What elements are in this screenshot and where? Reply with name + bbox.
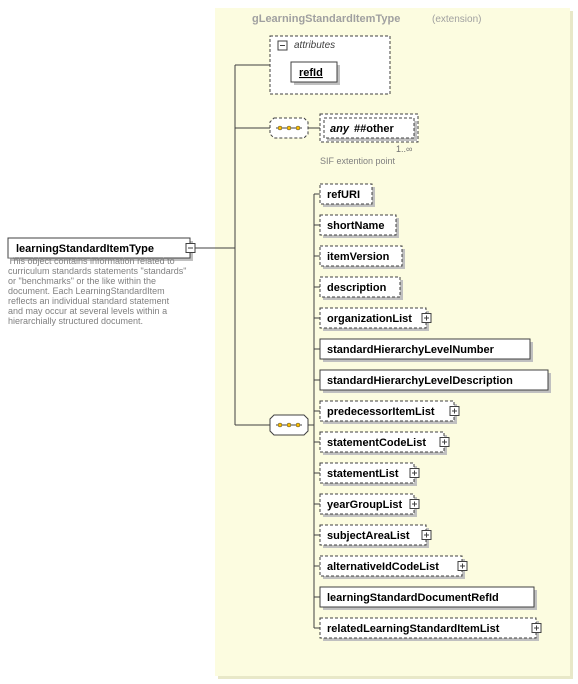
- child-element: alternativeIdCodeList: [327, 561, 439, 573]
- svg-text:This object contains informati: This object contains information related…: [8, 256, 175, 266]
- child-element: statementList: [327, 468, 399, 480]
- child-element: predecessorItemList: [327, 406, 435, 418]
- svg-text:document. Each LearningStandar: document. Each LearningStandardItem: [8, 286, 165, 296]
- svg-text:and may occur at several level: and may occur at several levels within a: [8, 306, 167, 316]
- svg-text:attributes: attributes: [294, 40, 335, 51]
- child-element: standardHierarchyLevelDescription: [327, 375, 513, 387]
- svg-text:(extension): (extension): [432, 14, 481, 25]
- extension-title: gLearningStandardItemType: [252, 13, 400, 25]
- child-element: itemVersion: [327, 251, 390, 263]
- svg-text:SIF extention point: SIF extention point: [320, 156, 396, 166]
- child-element: statementCodeList: [327, 437, 426, 449]
- svg-text:curriculum standards statement: curriculum standards statements "standar…: [8, 266, 186, 276]
- child-element: subjectAreaList: [327, 530, 410, 542]
- root-element: learningStandardItemType: [16, 243, 154, 255]
- child-element: shortName: [327, 220, 384, 232]
- svg-text:##other: ##other: [354, 123, 394, 135]
- child-element: relatedLearningStandardItemList: [327, 623, 500, 635]
- xsd-diagram: gLearningStandardItemType (extension) lear…: [0, 0, 578, 684]
- child-element: description: [327, 282, 387, 294]
- svg-text:or "benchmarks" or the like wi: or "benchmarks" or the like within the: [8, 276, 156, 286]
- svg-text:reflects an individual standar: reflects an individual standard statemen…: [8, 296, 170, 306]
- svg-text:1..∞: 1..∞: [396, 144, 412, 154]
- svg-text:hierarchially structured docum: hierarchially structured document.: [8, 316, 143, 326]
- child-element: learningStandardDocumentRefId: [327, 592, 499, 604]
- child-element: yearGroupList: [327, 499, 403, 511]
- child-element: standardHierarchyLevelNumber: [327, 344, 495, 356]
- svg-text:any: any: [330, 123, 350, 135]
- child-element: refURI: [327, 189, 360, 201]
- child-element: organizationList: [327, 313, 412, 325]
- attr-refid: refId: [299, 67, 323, 79]
